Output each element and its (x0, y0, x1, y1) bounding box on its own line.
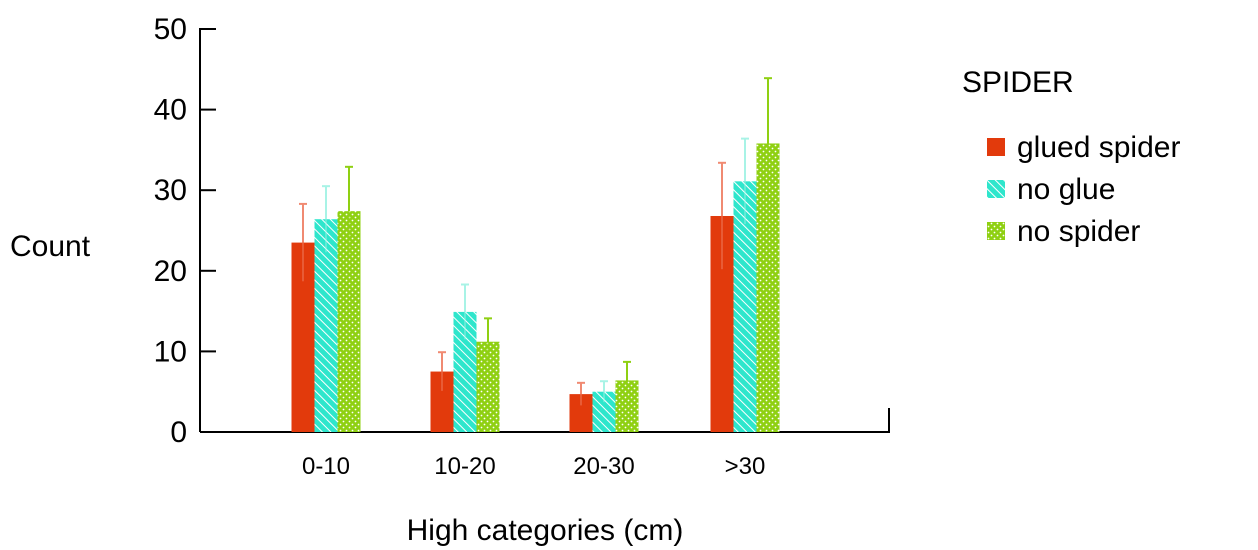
legend-swatch (987, 138, 1005, 156)
x-tick-label: 20-30 (573, 453, 634, 480)
legend-swatch (987, 180, 1005, 198)
bar-no-spider-1 (476, 341, 500, 432)
bar-no-glue-1 (453, 311, 477, 432)
y-axis-title: Count (10, 230, 91, 263)
x-tick-label: 10-20 (434, 453, 495, 480)
legend-label: no spider (1017, 215, 1140, 248)
bar-no-spider-3 (756, 143, 780, 432)
bar-glued-spider-2 (569, 394, 593, 432)
bar-no-glue-3 (733, 181, 757, 432)
y-tick-label: 50 (154, 13, 187, 46)
y-tick-label: 30 (154, 174, 187, 207)
bar-no-spider-0 (337, 211, 361, 432)
legend-title: SPIDER (962, 66, 1074, 99)
y-tick-label: 20 (154, 255, 187, 288)
y-tick-label: 0 (170, 416, 187, 449)
y-tick-label: 10 (154, 335, 187, 368)
bars (291, 77, 780, 432)
x-axis-title: High categories (cm) (407, 514, 684, 547)
y-tick-label: 40 (154, 94, 187, 127)
legend-label: no glue (1017, 173, 1115, 206)
legend-label: glued spider (1017, 131, 1180, 164)
x-tick-label: 0-10 (302, 453, 350, 480)
legend: SPIDER glued spider no glue no spider (962, 66, 1180, 248)
x-tick-label: >30 (725, 453, 766, 480)
bar-no-glue-0 (314, 219, 338, 432)
bar-glued-spider-1 (430, 371, 454, 432)
bar-glued-spider-0 (291, 242, 315, 432)
legend-swatch (987, 222, 1005, 240)
bar-glued-spider-3 (710, 215, 734, 432)
bar-no-glue-2 (592, 391, 616, 432)
y-ticks: 0 10 20 30 40 50 (154, 13, 216, 449)
category-labels: 0-10 10-20 20-30 >30 (302, 453, 765, 480)
bar-no-spider-2 (615, 380, 639, 432)
